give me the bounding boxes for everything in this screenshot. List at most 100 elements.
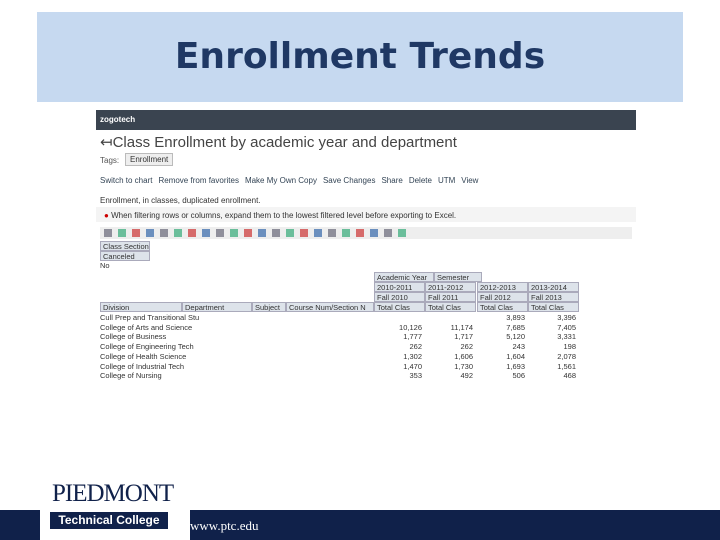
measure-header: Total Clas <box>425 302 476 312</box>
row-field[interactable]: Course Num/Section N <box>286 302 374 312</box>
value-cell: 262 <box>409 342 422 352</box>
tool-icon[interactable] <box>272 229 280 237</box>
logo-subtitle: Technical College <box>50 512 168 529</box>
screenshot: zogotech ↤Class Enrollment by academic y… <box>96 110 636 382</box>
tool-icon[interactable] <box>202 229 210 237</box>
menu-item[interactable]: View <box>461 176 479 185</box>
year-header[interactable]: 2012-2013 <box>477 282 528 292</box>
measure-header: Total Clas <box>528 302 579 312</box>
value-cell: 262 <box>460 342 473 352</box>
value-cell: 1,777 <box>403 332 422 342</box>
filter-field[interactable]: Canceled <box>100 251 150 261</box>
row-label[interactable]: College of Arts and Science <box>100 322 193 332</box>
top-bar <box>96 110 636 130</box>
warning-text: When filtering rows or columns, expand t… <box>111 211 457 220</box>
row-label[interactable]: College of Engineering Tech <box>100 342 194 352</box>
row-label[interactable]: College of Business <box>100 332 167 342</box>
column-field[interactable]: Academic Year <box>374 272 434 282</box>
tool-icon[interactable] <box>328 229 336 237</box>
value-cell: 468 <box>563 371 576 381</box>
menu-item[interactable]: UTM <box>437 176 456 185</box>
tool-icon[interactable] <box>398 229 406 237</box>
menu-item[interactable]: Make My Own Copy <box>244 176 317 185</box>
header-band <box>37 12 683 102</box>
brand: zogotech <box>100 115 136 124</box>
warning-bar <box>96 207 636 222</box>
title-text: Class Enrollment by academic year and de… <box>112 134 457 151</box>
term-header: Fall 2012 <box>477 292 528 302</box>
tool-icon[interactable] <box>104 229 112 237</box>
tool-icon[interactable] <box>286 229 294 237</box>
menu-item[interactable]: Remove from favorites <box>158 176 239 185</box>
value-cell: 7,685 <box>506 322 525 332</box>
tool-icon[interactable] <box>216 229 224 237</box>
menu-item[interactable]: Share <box>381 176 403 185</box>
row-label[interactable]: College of Health Science <box>100 351 187 361</box>
row-field[interactable]: Department <box>182 302 252 312</box>
tool-icon[interactable] <box>118 229 126 237</box>
value-cell: 198 <box>563 342 576 352</box>
tool-icon[interactable] <box>174 229 182 237</box>
tags-label: Tags: <box>100 156 120 165</box>
value-cell: 1,730 <box>454 361 473 371</box>
toolbar <box>100 227 632 239</box>
row-label[interactable]: Cull Prep and Transitional Stu <box>100 313 200 322</box>
menu-item[interactable]: Save Changes <box>322 176 376 185</box>
value-cell: 3,893 <box>506 313 525 322</box>
column-field[interactable]: Semester <box>434 272 482 282</box>
row-field[interactable]: Division <box>100 302 182 312</box>
description: Enrollment, in classes, duplicated enrol… <box>100 196 261 205</box>
slide-title: Enrollment Trends <box>174 36 546 77</box>
logo-name: PIEDMONT <box>52 480 174 507</box>
logo-box <box>40 476 190 540</box>
measure-header: Total Clas <box>374 302 425 312</box>
value-cell: 1,302 <box>403 351 422 361</box>
warning-icon: ● <box>104 211 109 220</box>
tool-icon[interactable] <box>230 229 238 237</box>
year-header[interactable]: 2010-2011 <box>374 282 425 292</box>
tool-icon[interactable] <box>244 229 252 237</box>
tool-icon[interactable] <box>160 229 168 237</box>
tool-icon[interactable] <box>258 229 266 237</box>
tool-icon[interactable] <box>384 229 392 237</box>
page-title: ↤Class Enrollment by academic year and d… <box>100 133 457 151</box>
value-cell: 1,717 <box>454 332 473 342</box>
footer-url: www.ptc.edu <box>190 518 259 533</box>
tool-icon[interactable] <box>132 229 140 237</box>
row-label[interactable]: College of Nursing <box>100 371 162 381</box>
term-header: Fall 2011 <box>425 292 476 302</box>
value-cell: 1,561 <box>557 361 576 371</box>
value-cell: 7,405 <box>557 322 576 332</box>
value-cell: 3,331 <box>557 332 576 342</box>
value-cell: 11,174 <box>450 322 473 332</box>
tool-icon[interactable] <box>342 229 350 237</box>
value-cell: 243 <box>512 342 525 352</box>
tool-icon[interactable] <box>146 229 154 237</box>
value-cell: 5,120 <box>506 332 525 342</box>
year-header[interactable]: 2013-2014 <box>528 282 579 292</box>
value-cell: 492 <box>460 371 473 381</box>
tool-icon[interactable] <box>370 229 378 237</box>
menu-item[interactable]: Switch to chart <box>100 176 153 185</box>
tool-icon[interactable] <box>356 229 364 237</box>
measure-header: Total Clas <box>477 302 528 312</box>
menu-item[interactable]: Delete <box>408 176 432 185</box>
back-arrow[interactable]: ↤ <box>100 134 113 151</box>
warning: ● When filtering rows or columns, expand… <box>104 211 456 220</box>
value-cell: 2,078 <box>557 351 576 361</box>
row-field[interactable]: Subject <box>252 302 286 312</box>
year-header[interactable]: 2011-2012 <box>425 282 476 292</box>
filter-value: No <box>100 261 110 270</box>
term-header: Fall 2013 <box>528 292 579 302</box>
value-cell: 353 <box>409 371 422 381</box>
filter-title: Class Sections <box>100 241 150 251</box>
term-header: Fall 2010 <box>374 292 425 302</box>
tag[interactable]: Enrollment <box>125 153 174 166</box>
value-cell: 1,604 <box>506 351 525 361</box>
tool-icon[interactable] <box>188 229 196 237</box>
tool-icon[interactable] <box>314 229 322 237</box>
row-label[interactable]: College of Industrial Tech <box>100 361 185 371</box>
tool-icon[interactable] <box>300 229 308 237</box>
value-cell: 1,693 <box>506 361 525 371</box>
